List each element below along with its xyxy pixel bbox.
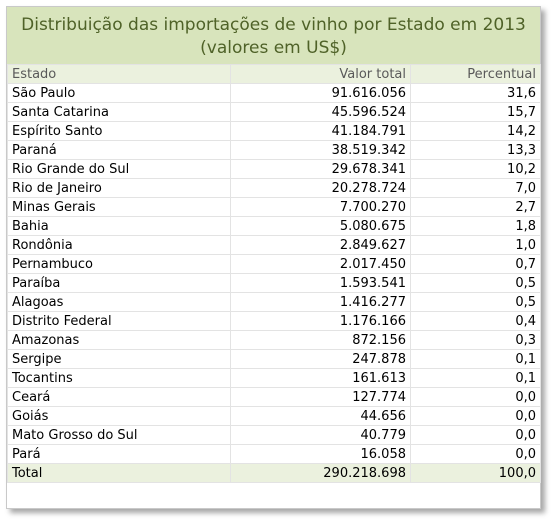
cell-valor-total: 127.774 (230, 387, 411, 407)
cell-valor-total: 247.878 (230, 349, 411, 369)
table-title: Distribuição das importações de vinho po… (7, 7, 540, 64)
cell-percentual: 10,2 (410, 159, 541, 179)
cell-valor-total: 1.593.541 (230, 273, 411, 293)
header-percentual: Percentual (410, 64, 541, 84)
cell-percentual: 0,4 (410, 311, 541, 331)
cell-estado: Distrito Federal (7, 311, 231, 331)
cell-percentual: 0,0 (410, 387, 541, 407)
cell-percentual: 0,0 (410, 425, 541, 445)
cell-estado: Rio de Janeiro (7, 178, 231, 198)
cell-valor-total: 7.700.270 (230, 197, 411, 217)
cell-percentual: 0,5 (410, 273, 541, 293)
cell-percentual: 0,5 (410, 292, 541, 312)
table-row: Goiás 44.656 0,0 (7, 406, 541, 426)
cell-estado: Paraná (7, 140, 231, 160)
cell-estado: Santa Catarina (7, 102, 231, 122)
cell-valor-total: 161.613 (230, 368, 411, 388)
cell-estado: Rondônia (7, 235, 231, 255)
cell-valor-total: 20.278.724 (230, 178, 411, 198)
cell-estado: Rio Grande do Sul (7, 159, 231, 179)
cell-valor-total: 16.058 (230, 444, 411, 464)
cell-percentual: 2,7 (410, 197, 541, 217)
table-row: Bahia 5.080.675 1,8 (7, 216, 541, 236)
cell-estado: Ceará (7, 387, 231, 407)
cell-valor-total: 5.080.675 (230, 216, 411, 236)
table-row: Pará 16.058 0,0 (7, 444, 541, 464)
cell-valor-total: 45.596.524 (230, 102, 411, 122)
cell-valor-total: 44.656 (230, 406, 411, 426)
cell-estado: Total (7, 463, 231, 483)
cell-estado: Espírito Santo (7, 121, 231, 141)
table-row: Ceará 127.774 0,0 (7, 387, 541, 407)
cell-valor-total: 872.156 (230, 330, 411, 350)
import-table: Estado Valor total Percentual São Paulo 9… (7, 64, 541, 483)
cell-valor-total: 2.849.627 (230, 235, 411, 255)
table-row: Tocantins 161.613 0,1 (7, 368, 541, 388)
cell-percentual: 0,0 (410, 444, 541, 464)
table-row: Paraíba 1.593.541 0,5 (7, 273, 541, 293)
cell-estado: Pernambuco (7, 254, 231, 274)
cell-percentual: 31,6 (410, 83, 541, 103)
table-row: Sergipe 247.878 0,1 (7, 349, 541, 369)
cell-valor-total: 290.218.698 (230, 463, 411, 483)
table-row: Rio Grande do Sul 29.678.341 10,2 (7, 159, 541, 179)
cell-valor-total: 1.416.277 (230, 292, 411, 312)
cell-percentual: 0,0 (410, 406, 541, 426)
table-row: Amazonas 872.156 0,3 (7, 330, 541, 350)
cell-valor-total: 1.176.166 (230, 311, 411, 331)
cell-estado: Amazonas (7, 330, 231, 350)
cell-percentual: 14,2 (410, 121, 541, 141)
cell-percentual: 1,0 (410, 235, 541, 255)
header-row: Estado Valor total Percentual (7, 64, 541, 84)
cell-estado: Sergipe (7, 349, 231, 369)
cell-valor-total: 91.616.056 (230, 83, 411, 103)
cell-percentual: 0,1 (410, 349, 541, 369)
table-row: Pernambuco 2.017.450 0,7 (7, 254, 541, 274)
cell-percentual: 0,1 (410, 368, 541, 388)
cell-valor-total: 41.184.791 (230, 121, 411, 141)
table-row: Paraná 38.519.342 13,3 (7, 140, 541, 160)
table-row: Distrito Federal 1.176.166 0,4 (7, 311, 541, 331)
table-row: Alagoas 1.416.277 0,5 (7, 292, 541, 312)
cell-estado: Paraíba (7, 273, 231, 293)
table-row: Rondônia 2.849.627 1,0 (7, 235, 541, 255)
cell-percentual: 13,3 (410, 140, 541, 160)
cell-percentual: 15,7 (410, 102, 541, 122)
cell-valor-total: 38.519.342 (230, 140, 411, 160)
cell-percentual: 100,0 (410, 463, 541, 483)
table-row: Espírito Santo 41.184.791 14,2 (7, 121, 541, 141)
cell-estado: Goiás (7, 406, 231, 426)
cell-percentual: 7,0 (410, 178, 541, 198)
cell-percentual: 0,7 (410, 254, 541, 274)
table-frame: Distribuição das importações de vinho po… (6, 6, 541, 509)
cell-percentual: 0,3 (410, 330, 541, 350)
cell-estado: Mato Grosso do Sul (7, 425, 231, 445)
table-row: São Paulo 91.616.056 31,6 (7, 83, 541, 103)
cell-estado: Pará (7, 444, 231, 464)
table-row: Mato Grosso do Sul 40.779 0,0 (7, 425, 541, 445)
cell-estado: São Paulo (7, 83, 231, 103)
table-row: Santa Catarina 45.596.524 15,7 (7, 102, 541, 122)
header-estado: Estado (7, 64, 231, 84)
cell-estado: Minas Gerais (7, 197, 231, 217)
title-line-1: Distribuição das importações de vinho po… (21, 15, 526, 35)
total-row: Total 290.218.698 100,0 (7, 463, 541, 483)
cell-percentual: 1,8 (410, 216, 541, 236)
cell-valor-total: 29.678.341 (230, 159, 411, 179)
table-row: Rio de Janeiro 20.278.724 7,0 (7, 178, 541, 198)
cell-estado: Tocantins (7, 368, 231, 388)
cell-estado: Bahia (7, 216, 231, 236)
table-row: Minas Gerais 7.700.270 2,7 (7, 197, 541, 217)
header-valor-total: Valor total (230, 64, 411, 84)
cell-estado: Alagoas (7, 292, 231, 312)
cell-valor-total: 2.017.450 (230, 254, 411, 274)
cell-valor-total: 40.779 (230, 425, 411, 445)
title-line-2: (valores em US$) (200, 38, 347, 58)
